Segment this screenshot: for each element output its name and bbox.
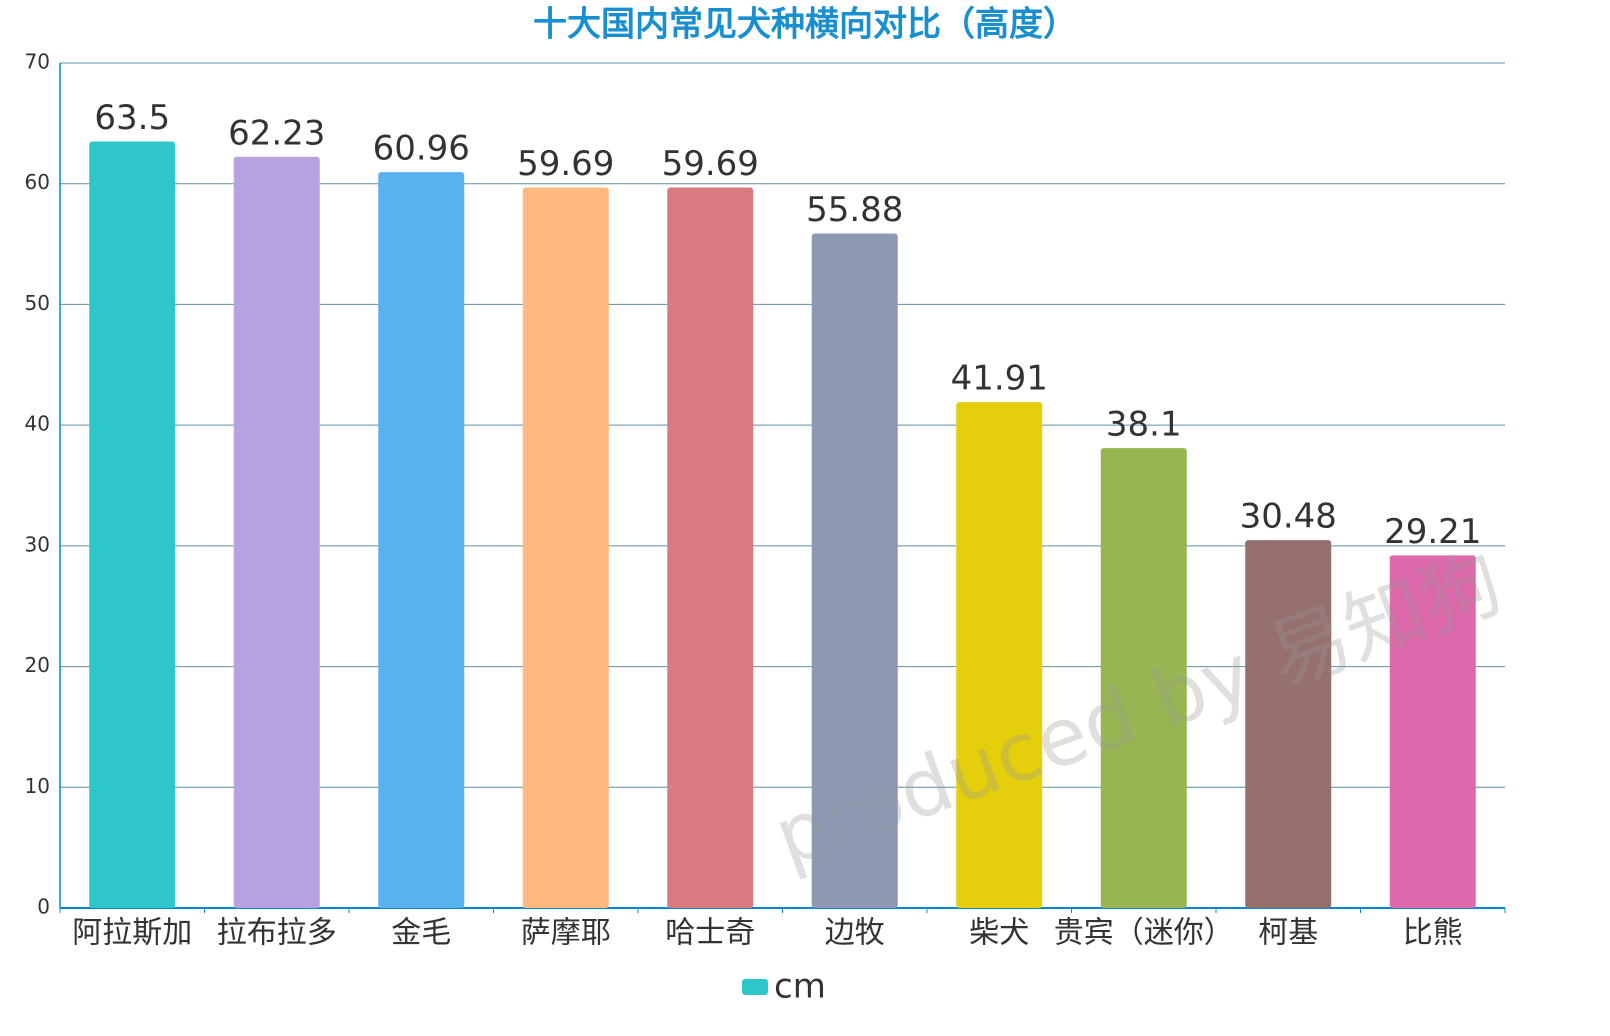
y-tick-label: 0 [37, 895, 50, 919]
bar [522, 187, 609, 908]
y-tick-label: 70 [25, 50, 50, 74]
data-label: 41.91 [951, 359, 1048, 399]
bar [233, 156, 320, 909]
y-tick-label: 60 [25, 170, 50, 194]
data-label: 63.5 [94, 98, 170, 138]
legend-swatch [742, 979, 768, 995]
x-tick-label: 拉布拉多 [217, 916, 337, 951]
y-tick-label: 50 [25, 291, 50, 315]
data-label: 55.88 [806, 190, 903, 230]
bar [89, 141, 176, 908]
data-label: 62.23 [228, 113, 325, 153]
bar [378, 172, 465, 908]
y-tick-label: 40 [25, 412, 50, 436]
x-tick-label: 比熊 [1403, 916, 1463, 951]
bar [1245, 540, 1332, 908]
bar [811, 233, 898, 908]
x-tick-label: 萨摩耶 [521, 916, 611, 951]
bar [956, 402, 1043, 908]
y-tick-label: 20 [25, 653, 50, 677]
y-tick-label: 30 [25, 532, 50, 556]
x-tick-label: 柯基 [1258, 916, 1318, 951]
x-tick-label: 贵宾（迷你） [1054, 916, 1234, 951]
data-label: 29.21 [1384, 512, 1481, 552]
x-tick-label: 柴犬 [969, 916, 1029, 951]
chart-title: 十大国内常见犬种横向对比（高度） [533, 5, 1077, 45]
data-label: 59.69 [517, 144, 614, 184]
bar [1100, 448, 1187, 908]
x-tick-label: 金毛 [391, 916, 451, 951]
data-label: 38.1 [1106, 405, 1182, 445]
x-tick-label: 阿拉斯加 [72, 916, 192, 951]
legend-label: cm [774, 967, 826, 1007]
x-tick-label: 边牧 [825, 916, 885, 951]
x-tick-label: 哈士奇 [665, 916, 755, 951]
data-label: 60.96 [373, 129, 470, 169]
y-tick-label: 10 [25, 774, 50, 798]
bar [1389, 555, 1476, 908]
data-label: 59.69 [662, 144, 759, 184]
data-label: 30.48 [1240, 497, 1337, 537]
bar [667, 187, 754, 908]
